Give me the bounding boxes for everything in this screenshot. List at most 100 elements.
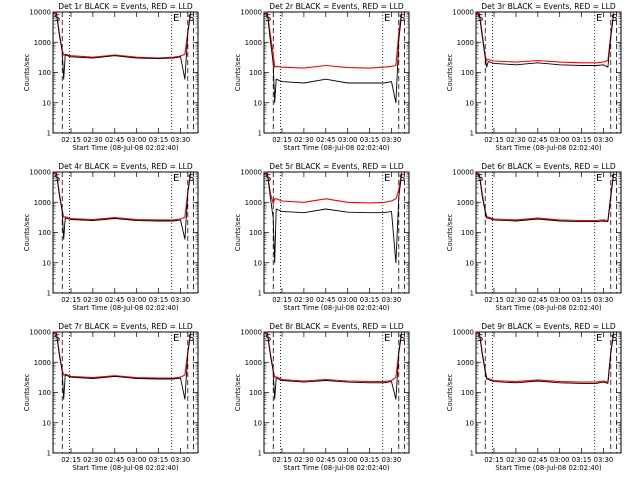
y-tick-label: 10000: [29, 329, 51, 337]
x-tick-label: 02:15: [484, 296, 504, 304]
x-tick-label: 03:30: [594, 296, 614, 304]
x-tick-label: 02:15: [272, 136, 292, 144]
y-tick-label: 1000: [34, 39, 51, 47]
x-tick-label: 03:00: [550, 296, 570, 304]
x-tick-label: 02:30: [83, 136, 103, 144]
y-tick-label: 100: [38, 69, 51, 77]
panel-title: Det 3r BLACK = Events, RED = LLD: [481, 2, 616, 11]
x-tick-label: 03:00: [127, 456, 147, 464]
y-tick-label: 10: [465, 419, 474, 427]
x-tick-label: 02:15: [61, 136, 81, 144]
panel-det-2: Det 2r BLACK = Events, RED = LLD 1 10 100 10…: [234, 2, 410, 152]
x-tick-label: 02:30: [294, 296, 314, 304]
x-tick-label: 02:45: [105, 296, 125, 304]
x-tick-label: 02:15: [61, 296, 81, 304]
x-tick-label: 02:30: [83, 296, 103, 304]
y-tick-label: 1000: [245, 199, 262, 207]
y-tick-label: 1000: [245, 359, 262, 367]
y-tick-label: 1000: [457, 39, 474, 47]
y-tick-label: 10000: [452, 169, 474, 177]
panel-det-6: Det 6r BLACK = Events, RED = LLD 1 10 100 10…: [446, 162, 622, 312]
start-marker: S: [399, 173, 405, 184]
y-tick-label: 10000: [240, 9, 262, 17]
x-tick-label: 02:30: [294, 456, 314, 464]
panel-title: Det 2r BLACK = Events, RED = LLD: [269, 2, 404, 11]
y-axis-label: Counts/sec: [234, 374, 242, 412]
y-tick-label: 10: [42, 99, 51, 107]
y-tick-label: 1: [470, 450, 474, 458]
y-tick-label: 10000: [452, 9, 474, 17]
x-axis-label: Start Time (08-Jul-08 02:02:40): [495, 144, 602, 152]
panel-det-8: Det 8r BLACK = Events, RED = LLD 1 10 100 10…: [234, 322, 410, 472]
y-tick-label: 100: [249, 69, 262, 77]
y-axis-label: Counts/sec: [446, 214, 454, 252]
x-tick-label: 02:45: [528, 456, 548, 464]
y-tick-label: 1: [47, 290, 51, 298]
x-axis-label: Start Time (08-Jul-08 02:02:40): [495, 464, 602, 472]
plot-frame: [475, 331, 622, 454]
x-tick-label: 02:45: [316, 136, 336, 144]
y-axis-label: Counts/sec: [23, 374, 31, 412]
start-marker: S: [611, 13, 617, 24]
y-tick-label: 100: [249, 389, 262, 397]
series-line-events: [475, 172, 615, 223]
x-axis-label: Start Time (08-Jul-08 02:02:40): [72, 144, 179, 152]
series-line-lld: [263, 331, 403, 383]
x-tick-label: 02:45: [528, 136, 548, 144]
x-axis-label: Start Time (08-Jul-08 02:02:40): [495, 304, 602, 312]
end-marker: E: [173, 173, 179, 184]
y-tick-label: 10: [253, 419, 262, 427]
y-tick-label: 100: [461, 229, 474, 237]
x-tick-label: 03:15: [572, 136, 592, 144]
x-tick-label: 03:15: [360, 456, 380, 464]
y-tick-label: 100: [461, 389, 474, 397]
series-line-events: [52, 172, 192, 240]
x-tick-label: 03:15: [360, 136, 380, 144]
y-tick-label: 1000: [34, 199, 51, 207]
y-tick-label: 10000: [240, 169, 262, 177]
y-tick-label: 1: [470, 130, 474, 138]
series-line-events: [263, 172, 403, 264]
series-line-lld: [52, 331, 192, 379]
series-line-lld: [263, 171, 403, 205]
y-tick-label: 10000: [452, 329, 474, 337]
start-marker: S: [399, 13, 405, 24]
series-line-events: [52, 12, 192, 80]
plot-frame: [52, 171, 199, 294]
x-tick-label: 02:15: [484, 136, 504, 144]
y-tick-label: 100: [461, 69, 474, 77]
y-tick-label: 10: [253, 99, 262, 107]
y-tick-label: 1: [258, 450, 262, 458]
x-tick-label: 02:30: [83, 456, 103, 464]
x-tick-label: 03:30: [171, 136, 191, 144]
y-tick-label: 10000: [29, 9, 51, 17]
end-marker: E: [384, 333, 390, 344]
y-tick-label: 1: [470, 290, 474, 298]
panel-title: Det 7r BLACK = Events, RED = LLD: [58, 322, 193, 331]
x-tick-label: 03:15: [149, 296, 169, 304]
y-axis-label: Counts/sec: [234, 54, 242, 92]
y-tick-label: 100: [38, 229, 51, 237]
x-tick-label: 03:15: [360, 296, 380, 304]
panel-det-3: Det 3r BLACK = Events, RED = LLD 1 10 100 10…: [446, 2, 622, 152]
y-tick-label: 1000: [457, 199, 474, 207]
end-marker: E: [384, 13, 390, 24]
start-marker: S: [188, 13, 194, 24]
y-tick-label: 10: [465, 99, 474, 107]
x-tick-label: 03:30: [594, 136, 614, 144]
y-axis-label: Counts/sec: [446, 54, 454, 92]
end-marker: E: [596, 173, 602, 184]
series-line-lld: [52, 171, 192, 221]
start-marker: S: [611, 333, 617, 344]
x-axis-label: Start Time (08-Jul-08 02:02:40): [283, 304, 390, 312]
series-line-lld: [52, 11, 192, 59]
y-tick-label: 1: [47, 450, 51, 458]
plot-frame: [52, 11, 199, 134]
panel-title: Det 1r BLACK = Events, RED = LLD: [58, 2, 193, 11]
x-tick-label: 02:30: [294, 136, 314, 144]
x-tick-label: 03:15: [572, 296, 592, 304]
y-tick-label: 1000: [245, 39, 262, 47]
y-tick-label: 10: [465, 259, 474, 267]
x-tick-label: 02:45: [528, 296, 548, 304]
